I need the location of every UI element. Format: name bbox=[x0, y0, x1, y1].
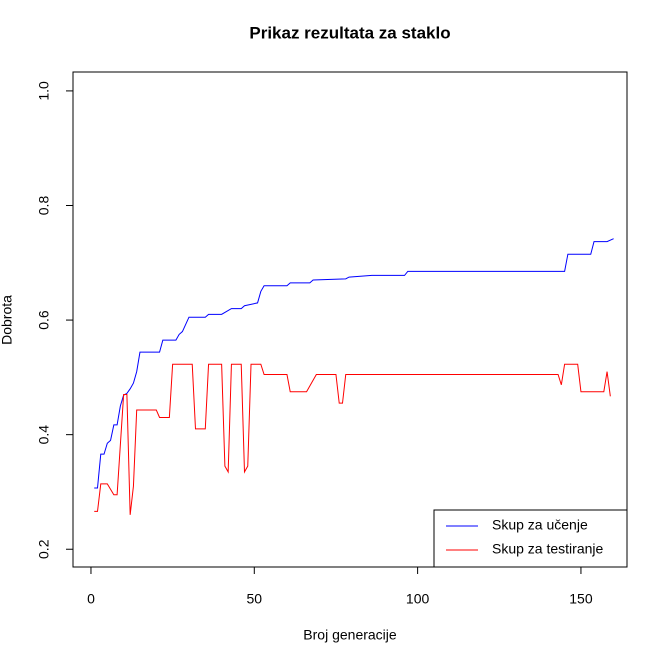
y-tick-label: 0.6 bbox=[36, 310, 52, 330]
x-tick-label: 0 bbox=[87, 591, 95, 607]
chart-title: Prikaz rezultata za staklo bbox=[249, 23, 450, 42]
x-tick-label: 50 bbox=[247, 591, 263, 607]
y-tick-label: 0.8 bbox=[36, 196, 52, 216]
x-axis-label: Broj generacije bbox=[303, 627, 397, 643]
line bbox=[94, 238, 614, 489]
plot-frame bbox=[72, 71, 628, 568]
x-tick-label: 150 bbox=[569, 591, 593, 607]
x-tick-label: 100 bbox=[406, 591, 430, 607]
line bbox=[94, 363, 611, 515]
y-tick-label: 1.0 bbox=[36, 81, 52, 101]
legend-label: Skup za učenje bbox=[492, 517, 588, 533]
legend-label: Skup za testiranje bbox=[492, 541, 603, 557]
y-tick-label: 0.4 bbox=[36, 425, 52, 445]
y-axis-label: Dobrota bbox=[0, 295, 15, 345]
legend-box bbox=[433, 509, 628, 568]
y-tick-label: 0.2 bbox=[36, 539, 52, 559]
